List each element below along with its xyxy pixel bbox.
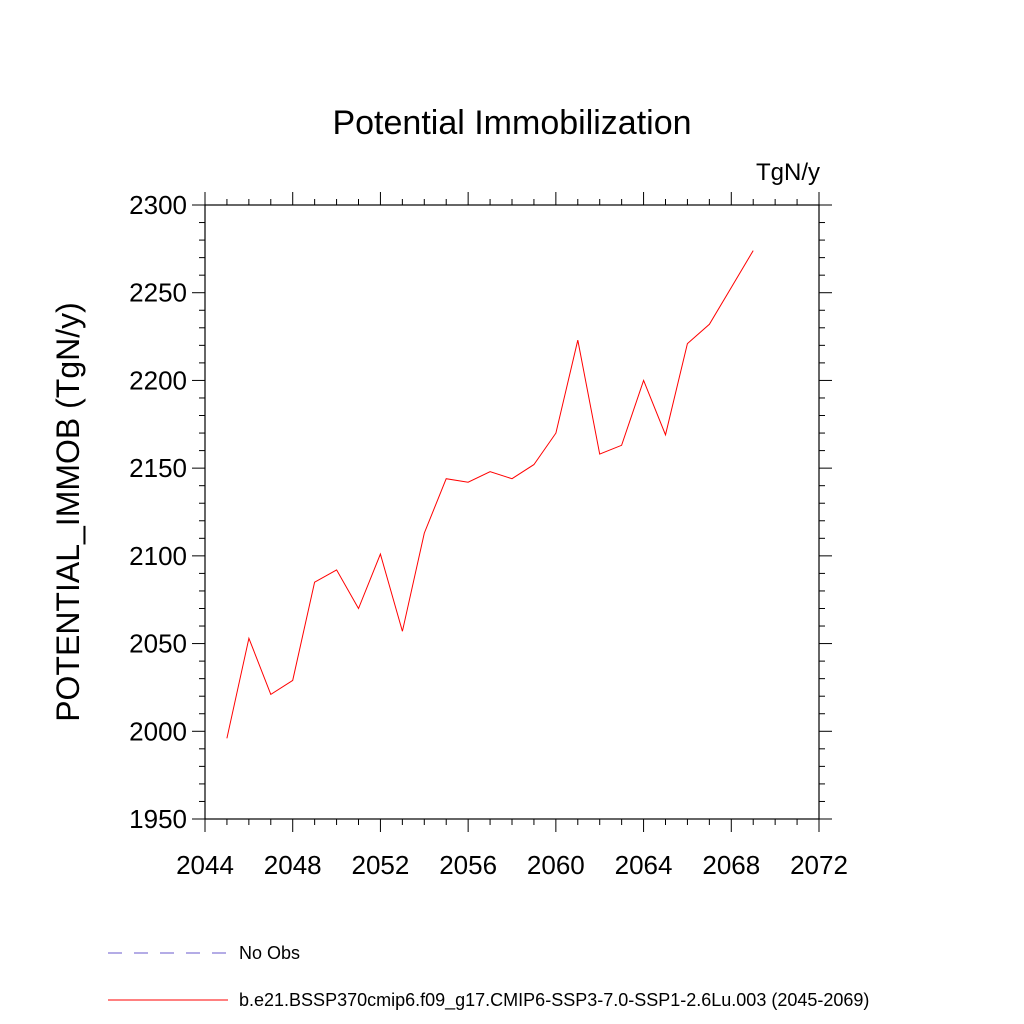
legend-label: No Obs [239, 943, 300, 963]
units-label: TgN/y [756, 159, 820, 186]
x-tick-label: 2048 [264, 850, 322, 880]
series-line [226, 250, 754, 739]
y-tick-label: 2100 [129, 541, 187, 571]
series-layer [226, 250, 754, 739]
x-tick-label: 2064 [615, 850, 673, 880]
y-tick-label: 2200 [129, 365, 187, 395]
plot-frame [204, 204, 820, 820]
x-tick-label: 2056 [439, 850, 497, 880]
y-tick-label: 2150 [129, 453, 187, 483]
legend: No Obs b.e21.BSSP370cmip6.f09_g17.CMIP6-S… [108, 943, 869, 1011]
chart-title: Potential Immobilization [332, 104, 691, 142]
x-tick-label: 2060 [527, 850, 585, 880]
y-tick-label: 2250 [129, 278, 187, 308]
y-tick-label: 2300 [129, 190, 187, 220]
legend-label: b.e21.BSSP370cmip6.f09_g17.CMIP6-SSP3-7.… [239, 990, 869, 1011]
x-tick-label: 2052 [352, 850, 410, 880]
x-tick-label: 2044 [176, 850, 234, 880]
x-tick-label: 2072 [790, 850, 848, 880]
axis-ticks: 2044 2048 2052 2056 2060 2064 2068 2072 1950 2000… [129, 190, 848, 880]
y-tick-label: 2050 [129, 629, 187, 659]
y-tick-label: 2000 [129, 716, 187, 746]
y-tick-label: 1950 [129, 804, 187, 834]
x-tick-label: 2068 [702, 850, 760, 880]
y-axis-label: POTENTIAL_IMMOB (TgN/y) [50, 302, 86, 722]
